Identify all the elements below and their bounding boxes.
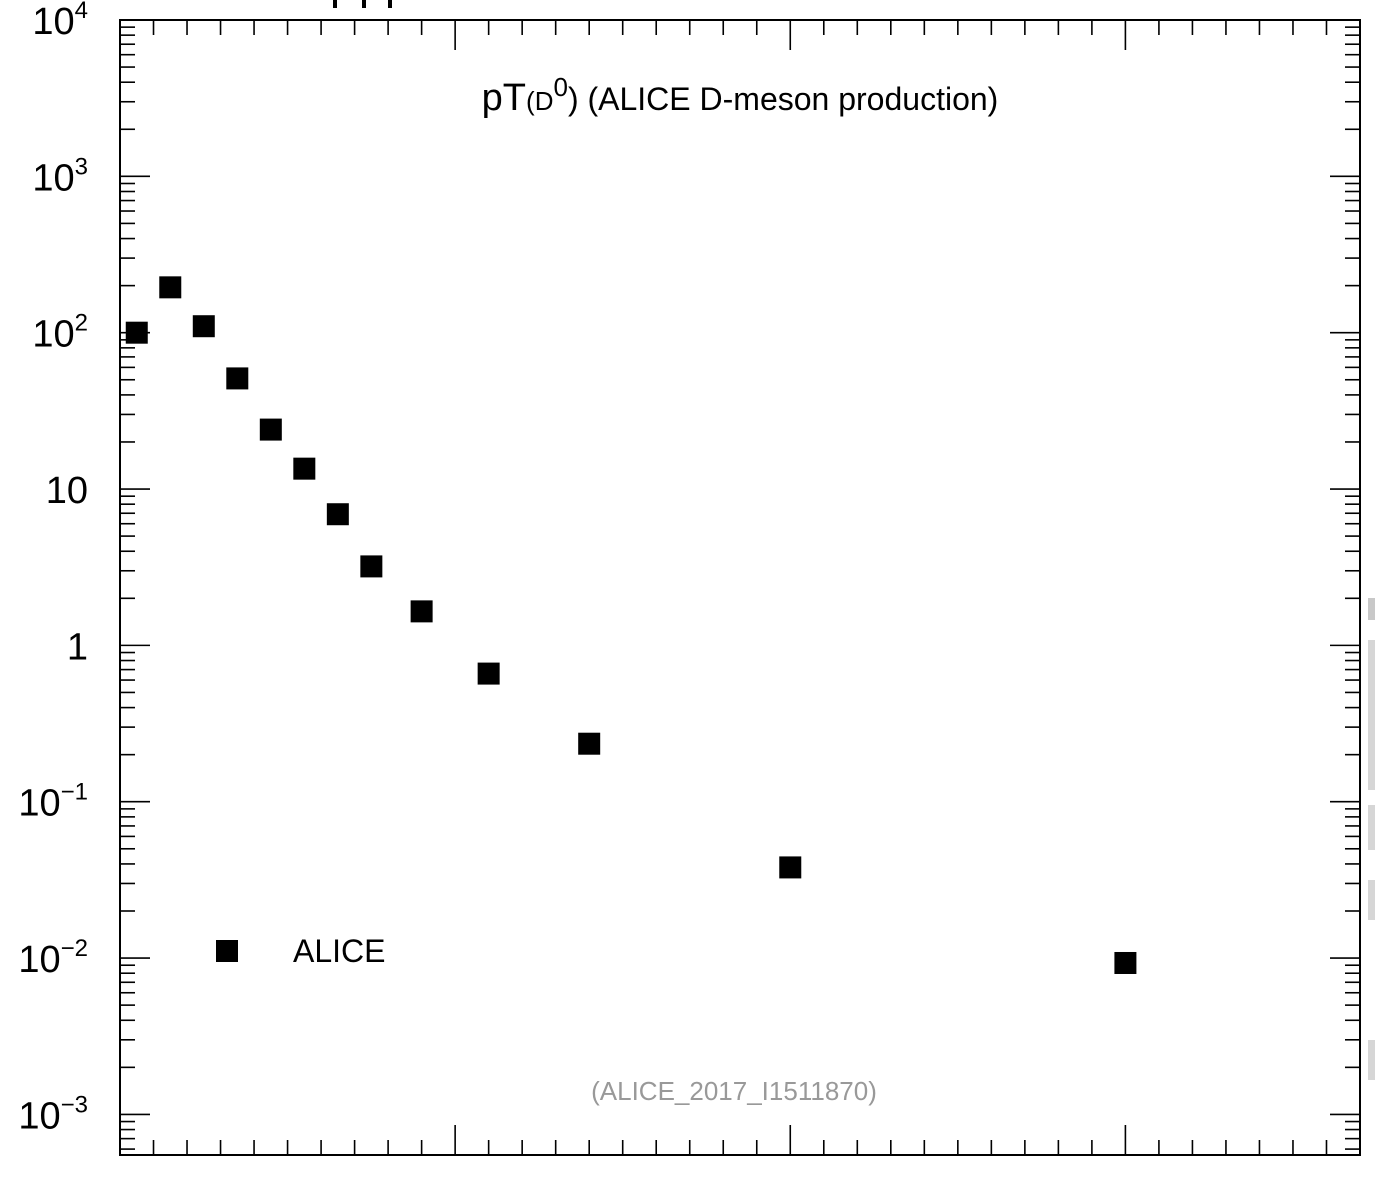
y-tick-label: 102 <box>32 310 88 356</box>
y-tick-label: 10−1 <box>18 779 88 825</box>
data-point <box>477 662 500 685</box>
plot-frame <box>119 19 1361 1156</box>
chart-title: pT(D0) (ALICE D-meson production) <box>482 72 999 119</box>
chart-title-superscript: 0 <box>553 72 567 102</box>
chart-title-paren-close: ) <box>568 81 579 117</box>
data-point <box>360 555 383 578</box>
data-point <box>259 418 282 441</box>
y-tick-label: 104 <box>32 0 88 43</box>
data-point <box>779 856 802 879</box>
data-point <box>326 503 349 526</box>
data-point <box>410 600 433 623</box>
y-tick-label: 10−3 <box>18 1091 88 1137</box>
data-point <box>1114 951 1137 974</box>
chart-title-paren-open: (D <box>526 86 553 116</box>
legend-marker <box>216 940 238 962</box>
data-point <box>159 276 182 299</box>
y-tick-label: 1 <box>67 626 88 668</box>
y-tick-label: 103 <box>32 153 88 199</box>
legend-label: ALICE <box>293 933 385 969</box>
data-point <box>226 367 249 390</box>
legend: ALICE <box>216 933 385 969</box>
y-tick-label: 10 <box>46 470 88 512</box>
data-point <box>192 315 215 338</box>
clipped-header-fragment <box>333 0 337 8</box>
data-point <box>293 457 316 480</box>
y-tick-label: 10−2 <box>18 935 88 981</box>
analysis-reference: (ALICE_2017_I1511870) <box>591 1076 877 1106</box>
data-points <box>125 276 1137 974</box>
data-point <box>125 321 148 344</box>
clipped-header-fragment <box>388 0 392 8</box>
clipped-header-fragment <box>362 0 366 8</box>
clipped-side-label <box>1368 598 1375 1080</box>
chart-title-rest: (ALICE D-meson production) <box>579 81 999 117</box>
chart-title-prefix: pT <box>482 77 526 119</box>
data-point <box>578 732 601 755</box>
